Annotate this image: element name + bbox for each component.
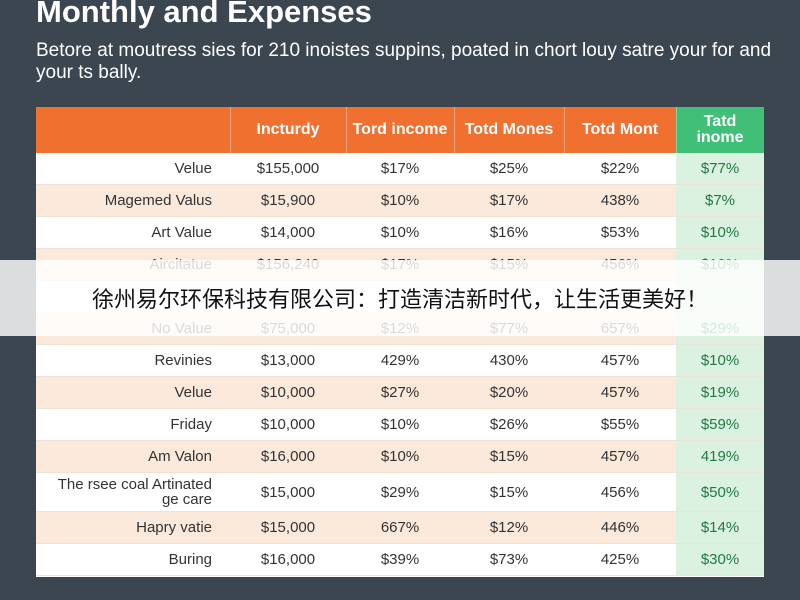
table-row: Velue $10,000 $27% $20% 457% $19%	[36, 376, 764, 409]
table-cell: 667%	[346, 511, 454, 544]
table-cell: $15%	[454, 472, 564, 512]
table-cell: $155,000	[230, 153, 346, 185]
table-cell: $29%	[346, 472, 454, 512]
page-title: Monthly and Expenses	[36, 0, 372, 29]
table-cell: $10%	[346, 184, 454, 217]
table-cell: $12%	[454, 511, 564, 544]
table-row: Velue $155,000 $17% $25% $22% $77%	[36, 153, 764, 185]
row-label: Buring	[36, 543, 230, 576]
column-header: Tord income	[346, 107, 455, 153]
table-cell: $10%	[346, 440, 454, 473]
table-cell: $17%	[454, 184, 564, 217]
table-cell: $15,900	[230, 184, 346, 217]
table-cell: $10,000	[230, 408, 346, 441]
table-cell-highlighted: $19%	[676, 376, 764, 409]
table-row: Friday $10,000 $10% $26% $55% $59%	[36, 408, 764, 441]
row-label: Am Valon	[36, 440, 230, 473]
expenses-table: Incturdy Tord income Totd Mones Totd Mon…	[36, 107, 764, 576]
column-header: Totd Mones	[454, 107, 565, 153]
table-cell: $25%	[454, 153, 564, 185]
column-header: Totd Mont	[564, 107, 677, 153]
table-cell: $16%	[454, 216, 564, 249]
table-row: The rsee coal Artinated ge care $15,000 $2…	[36, 472, 764, 512]
table-cell-highlighted: $10%	[676, 344, 764, 377]
overlay-banner: 徐州易尔环保科技有限公司：打造清洁新时代，让生活更美好！	[0, 260, 800, 336]
table-cell: $15%	[454, 440, 564, 473]
row-label: Velue	[36, 153, 230, 185]
table-cell: $13,000	[230, 344, 346, 377]
table-row: Buring $16,000 $39% $73% 425% $30%	[36, 543, 764, 576]
column-header-highlighted: Tatd inome	[676, 107, 764, 153]
table-cell: $26%	[454, 408, 564, 441]
table-row: Am Valon $16,000 $10% $15% 457% 419%	[36, 440, 764, 473]
table-row: Magemed Valus $15,900 $10% $17% 438% $7%	[36, 184, 764, 217]
row-label: Hapry vatie	[36, 511, 230, 544]
table-cell: 429%	[346, 344, 454, 377]
table-cell-highlighted: $7%	[676, 184, 764, 217]
table-cell-highlighted: $10%	[676, 216, 764, 249]
table-cell-highlighted: $77%	[676, 153, 764, 185]
table-cell: $14,000	[230, 216, 346, 249]
expenses-table-card: Incturdy Tord income Totd Mones Totd Mon…	[36, 107, 764, 577]
table-cell: $55%	[564, 408, 676, 441]
page-subtitle: Betore at moutress sies for 210 inoistes…	[36, 40, 772, 83]
row-label: Art Value	[36, 216, 230, 249]
table-cell: 446%	[564, 511, 676, 544]
table-cell-highlighted: 419%	[676, 440, 764, 473]
column-header: Incturdy	[230, 107, 347, 153]
table-cell: $15,000	[230, 511, 346, 544]
table-cell: $16,000	[230, 440, 346, 473]
table-cell: 457%	[564, 440, 676, 473]
table-cell: $17%	[346, 153, 454, 185]
table-cell: $53%	[564, 216, 676, 249]
table-cell: 438%	[564, 184, 676, 217]
table-cell: 430%	[454, 344, 564, 377]
table-cell: $20%	[454, 376, 564, 409]
table-cell: $27%	[346, 376, 454, 409]
row-label: Velue	[36, 376, 230, 409]
table-cell: 457%	[564, 344, 676, 377]
table-body: Velue $155,000 $17% $25% $22% $77% Magemed Val…	[36, 153, 764, 576]
column-header-label	[36, 107, 231, 153]
table-header: Incturdy Tord income Totd Mones Totd Mon…	[36, 107, 764, 153]
header-row: Incturdy Tord income Totd Mones Totd Mon…	[36, 107, 764, 153]
row-label: Revinies	[36, 344, 230, 377]
table-cell: 425%	[564, 543, 676, 576]
table-cell: 456%	[564, 472, 676, 512]
table-row: Revinies $13,000 429% 430% 457% $10%	[36, 344, 764, 377]
table-cell-highlighted: $59%	[676, 408, 764, 441]
table-cell: $16,000	[230, 543, 346, 576]
row-label: The rsee coal Artinated ge care	[36, 472, 230, 512]
table-cell: $39%	[346, 543, 454, 576]
table-cell-highlighted: $50%	[676, 472, 764, 512]
table-cell: $10,000	[230, 376, 346, 409]
table-cell-highlighted: $30%	[676, 543, 764, 576]
table-cell: $10%	[346, 216, 454, 249]
table-cell: 457%	[564, 376, 676, 409]
table-cell: $22%	[564, 153, 676, 185]
table-cell: $73%	[454, 543, 564, 576]
row-label: Magemed Valus	[36, 184, 230, 217]
row-label: Friday	[36, 408, 230, 441]
table-cell-highlighted: $14%	[676, 511, 764, 544]
table-cell: $10%	[346, 408, 454, 441]
table-row: Art Value $14,000 $10% $16% $53% $10%	[36, 216, 764, 249]
table-cell: $15,000	[230, 472, 346, 512]
table-row: Hapry vatie $15,000 667% $12% 446% $14%	[36, 511, 764, 544]
